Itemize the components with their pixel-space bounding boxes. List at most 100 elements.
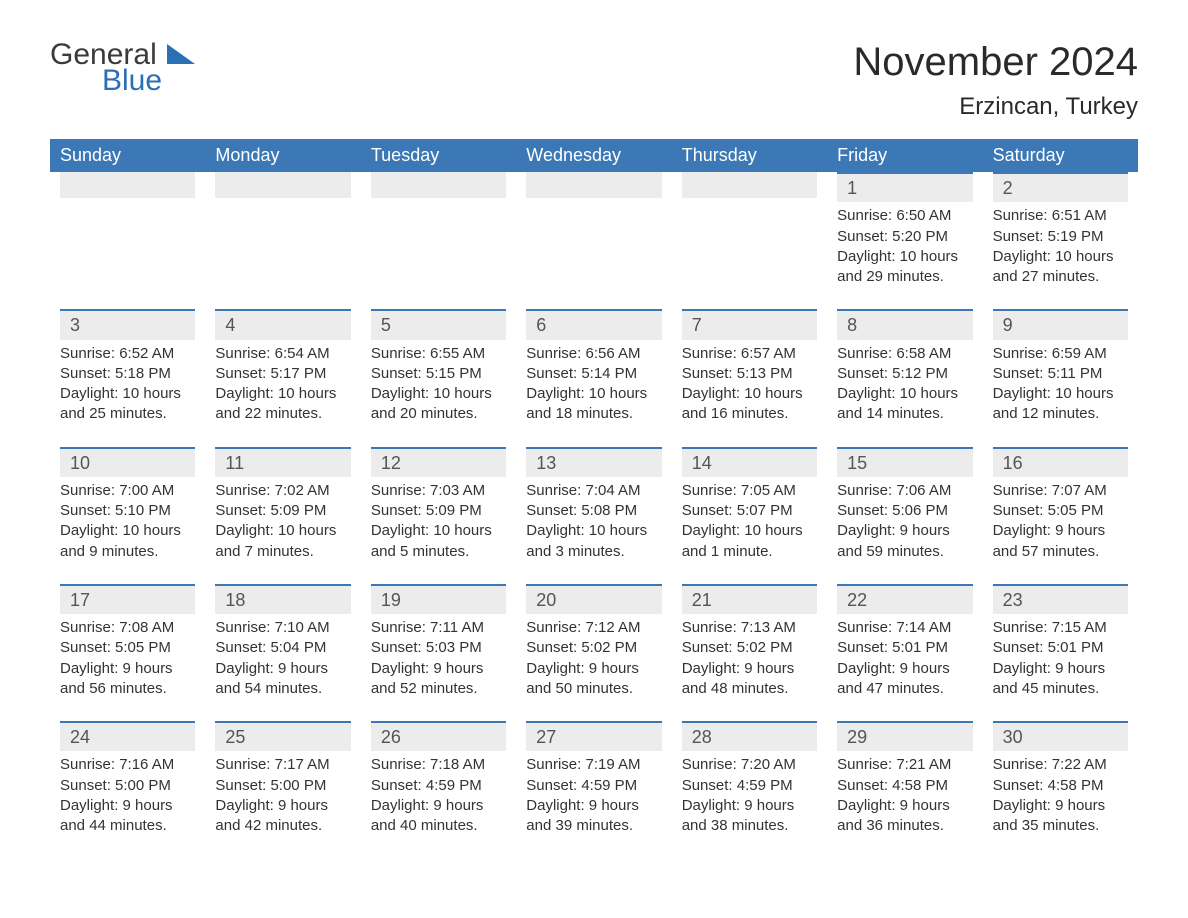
location-label: Erzincan, Turkey [853, 93, 1138, 121]
day-number-bar: 7 [682, 309, 817, 339]
day-d2: and 7 minutes. [215, 542, 350, 562]
day-d1: Daylight: 10 hours [993, 247, 1128, 267]
day-d1: Daylight: 9 hours [837, 796, 972, 816]
day-sr: Sunrise: 6:58 AM [837, 344, 972, 364]
day-sr: Sunrise: 7:22 AM [993, 755, 1128, 775]
day-number: 23 [993, 586, 1128, 614]
day-number: 4 [215, 311, 350, 339]
day-d2: and 36 minutes. [837, 816, 972, 836]
day-cell: 28Sunrise: 7:20 AMSunset: 4:59 PMDayligh… [672, 721, 827, 858]
day-d2: and 45 minutes. [993, 679, 1128, 699]
day-number-bar: 2 [993, 172, 1128, 202]
day-ss: Sunset: 5:10 PM [60, 501, 195, 521]
day-number: 22 [837, 586, 972, 614]
day-d1: Daylight: 9 hours [837, 659, 972, 679]
day-number-bar: 26 [371, 721, 506, 751]
day-d2: and 27 minutes. [993, 267, 1128, 287]
day-ss: Sunset: 5:07 PM [682, 501, 817, 521]
day-sr: Sunrise: 6:56 AM [526, 344, 661, 364]
day-d2: and 56 minutes. [60, 679, 195, 699]
day-d2: and 50 minutes. [526, 679, 661, 699]
day-number: 29 [837, 723, 972, 751]
day-number: 16 [993, 449, 1128, 477]
day-d2: and 48 minutes. [682, 679, 817, 699]
day-sr: Sunrise: 6:52 AM [60, 344, 195, 364]
day-d1: Daylight: 10 hours [526, 521, 661, 541]
month-title: November 2024 [853, 40, 1138, 85]
day-number-bar: 25 [215, 721, 350, 751]
day-sr: Sunrise: 7:12 AM [526, 618, 661, 638]
day-ss: Sunset: 5:03 PM [371, 638, 506, 658]
day-sr: Sunrise: 7:04 AM [526, 481, 661, 501]
day-number-bar: 20 [526, 584, 661, 614]
day-cell: 15Sunrise: 7:06 AMSunset: 5:06 PMDayligh… [827, 447, 982, 584]
weekday-header: Tuesday [361, 139, 516, 172]
day-d1: Daylight: 9 hours [215, 796, 350, 816]
day-d1: Daylight: 10 hours [682, 384, 817, 404]
day-d1: Daylight: 10 hours [526, 384, 661, 404]
day-d1: Daylight: 9 hours [993, 521, 1128, 541]
day-number-bar: 30 [993, 721, 1128, 751]
day-d1: Daylight: 10 hours [993, 384, 1128, 404]
logo-text: General Blue [50, 40, 195, 96]
day-sr: Sunrise: 6:59 AM [993, 344, 1128, 364]
day-cell: 14Sunrise: 7:05 AMSunset: 5:07 PMDayligh… [672, 447, 827, 584]
day-d2: and 1 minute. [682, 542, 817, 562]
day-number: 13 [526, 449, 661, 477]
day-cell: 7Sunrise: 6:57 AMSunset: 5:13 PMDaylight… [672, 309, 827, 446]
day-number-bar: 27 [526, 721, 661, 751]
day-ss: Sunset: 5:09 PM [215, 501, 350, 521]
day-d1: Daylight: 9 hours [60, 796, 195, 816]
day-d2: and 54 minutes. [215, 679, 350, 699]
weeks-container: 1Sunrise: 6:50 AMSunset: 5:20 PMDaylight… [50, 172, 1138, 858]
day-sr: Sunrise: 7:05 AM [682, 481, 817, 501]
day-number-bar: 1 [837, 172, 972, 202]
day-number: 11 [215, 449, 350, 477]
day-cell: 10Sunrise: 7:00 AMSunset: 5:10 PMDayligh… [50, 447, 205, 584]
logo-triangle-icon [167, 40, 195, 70]
day-cell: 13Sunrise: 7:04 AMSunset: 5:08 PMDayligh… [516, 447, 671, 584]
day-d2: and 3 minutes. [526, 542, 661, 562]
day-cell: 21Sunrise: 7:13 AMSunset: 5:02 PMDayligh… [672, 584, 827, 721]
day-number: 24 [60, 723, 195, 751]
weekday-header-row: Sunday Monday Tuesday Wednesday Thursday… [50, 139, 1138, 172]
day-ss: Sunset: 5:19 PM [993, 227, 1128, 247]
day-number: 1 [837, 174, 972, 202]
day-d2: and 59 minutes. [837, 542, 972, 562]
week-row: 1Sunrise: 6:50 AMSunset: 5:20 PMDaylight… [50, 172, 1138, 309]
day-number-bar: 6 [526, 309, 661, 339]
day-cell [205, 172, 360, 309]
day-d2: and 38 minutes. [682, 816, 817, 836]
day-ss: Sunset: 5:00 PM [215, 776, 350, 796]
day-d1: Daylight: 9 hours [526, 659, 661, 679]
day-d1: Daylight: 10 hours [682, 521, 817, 541]
day-ss: Sunset: 5:09 PM [371, 501, 506, 521]
day-sr: Sunrise: 7:15 AM [993, 618, 1128, 638]
day-ss: Sunset: 5:00 PM [60, 776, 195, 796]
day-number-bar: 22 [837, 584, 972, 614]
day-sr: Sunrise: 7:08 AM [60, 618, 195, 638]
day-sr: Sunrise: 6:54 AM [215, 344, 350, 364]
week-row: 17Sunrise: 7:08 AMSunset: 5:05 PMDayligh… [50, 584, 1138, 721]
day-number: 28 [682, 723, 817, 751]
day-d1: Daylight: 9 hours [526, 796, 661, 816]
day-number: 9 [993, 311, 1128, 339]
day-sr: Sunrise: 6:51 AM [993, 206, 1128, 226]
weekday-header: Sunday [50, 139, 205, 172]
day-number: 12 [371, 449, 506, 477]
day-ss: Sunset: 5:02 PM [682, 638, 817, 658]
week-row: 10Sunrise: 7:00 AMSunset: 5:10 PMDayligh… [50, 447, 1138, 584]
day-sr: Sunrise: 7:03 AM [371, 481, 506, 501]
weekday-header: Friday [827, 139, 982, 172]
day-d2: and 18 minutes. [526, 404, 661, 424]
day-cell: 18Sunrise: 7:10 AMSunset: 5:04 PMDayligh… [205, 584, 360, 721]
day-number-bar: 16 [993, 447, 1128, 477]
day-number: 30 [993, 723, 1128, 751]
day-cell: 9Sunrise: 6:59 AMSunset: 5:11 PMDaylight… [983, 309, 1138, 446]
day-sr: Sunrise: 6:57 AM [682, 344, 817, 364]
day-cell: 20Sunrise: 7:12 AMSunset: 5:02 PMDayligh… [516, 584, 671, 721]
day-d1: Daylight: 9 hours [371, 796, 506, 816]
day-ss: Sunset: 5:20 PM [837, 227, 972, 247]
day-number-bar: 28 [682, 721, 817, 751]
weekday-header: Monday [205, 139, 360, 172]
